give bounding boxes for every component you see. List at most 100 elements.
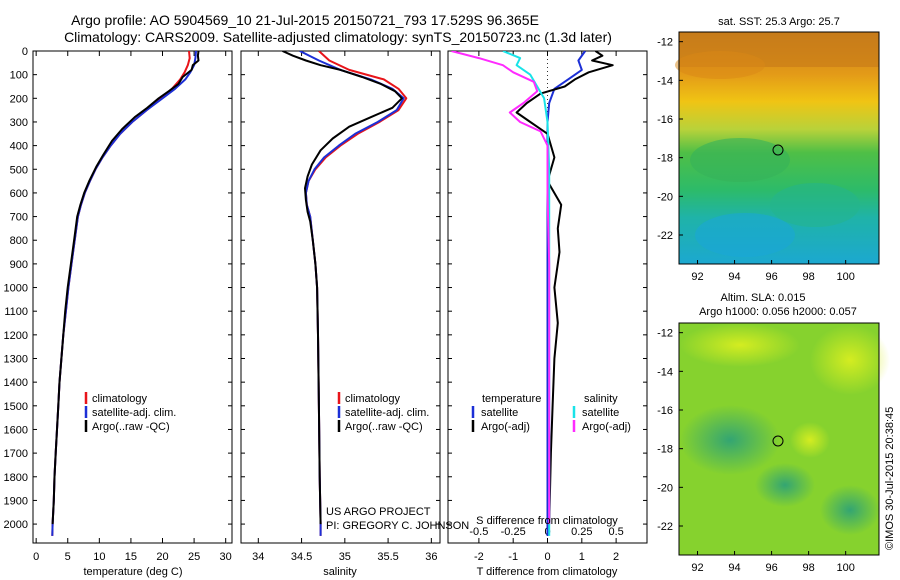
series-line-t-argo-adj- [515,51,614,525]
map-x-tick-label: 100 [836,271,854,283]
sla-map-frame [678,322,880,556]
difference-series [451,51,614,536]
sst-cool-patch [770,183,860,227]
s-difference-axis-label: S difference from climatology [476,515,618,527]
map-y-tick-label: -18 [657,153,673,165]
difference-legend: temperature satellite Argo(-adj) salinit… [471,393,631,433]
sla-high-patch [810,325,890,395]
argo-float-marker [772,435,784,447]
s-tick-label: -0.5 [469,526,488,538]
legend-satellite-adj: satellite-adj. clim. [92,407,176,419]
imos-timestamp: ©IMOS 30-Jul-2015 20:38:45 [884,407,896,550]
temperature-panel-frame [32,50,233,544]
x-tick-label: 2 [613,551,619,563]
depth-tick-label: 1200 [4,330,28,342]
series-line-t-satellite [546,51,587,536]
sla-low-patch [755,463,815,507]
map-x-tick-label: 92 [691,271,703,283]
sst-map-ticks: 92 94 96 98 100 -12 -14 -16 -18 -20 -22 [657,37,855,283]
map-y-tick-label: -18 [657,444,673,456]
depth-tick-label: 1600 [4,424,28,436]
depth-tick-label: 900 [10,259,28,271]
sla-low-patch [820,485,880,535]
legend-s-satellite: satellite [582,407,619,419]
x-tick-label: 35.5 [377,551,398,563]
depth-tick-label: 1400 [4,377,28,389]
map-y-tick-label: -14 [657,75,673,87]
credit-project: US ARGO PROJECT [326,506,431,518]
salinity-axis-label: salinity [323,566,357,578]
map-y-tick-label: -16 [657,114,673,126]
map-x-tick-label: 96 [765,562,777,574]
argo-float-marker [772,144,784,156]
x-tick-label: -1 [508,551,518,563]
x-tick-label: 35 [339,551,351,563]
x-tick-label: 25 [188,551,200,563]
map-x-tick-label: 98 [803,562,815,574]
depth-tick-label: 1500 [4,401,28,413]
series-line-satellite-adj-clim- [51,51,197,536]
map-y-tick-label: -20 [657,191,673,203]
depth-tick-label: 500 [10,164,28,176]
depth-tick-label: 700 [10,212,28,224]
map-x-tick-label: 94 [728,271,740,283]
legend-t-satellite: satellite [481,407,518,419]
sst-cold-patch [695,213,795,257]
sla-map-ticks: 92 94 96 98 100 -12 -14 -16 -18 -20 -22 [657,328,855,574]
map-x-tick-label: 98 [803,271,815,283]
map-y-tick-label: -12 [657,328,673,340]
x-tick-label: 5 [65,551,71,563]
sst-map [675,31,880,265]
t-difference-axis-label: T difference from climatology [477,566,618,578]
temperature-axis-label: temperature (deg C) [83,566,182,578]
depth-tick-label: 1800 [4,472,28,484]
legend-temperature-title: temperature [482,393,541,405]
legend-argo: Argo(..raw -QC) [92,421,170,433]
depth-tick-label: 300 [10,117,28,129]
s-tick-label: 0.5 [608,526,623,538]
map-x-tick-label: 100 [836,562,854,574]
salinity-panel-frame [240,50,441,544]
sst-map-title: sat. SST: 25.3 Argo: 25.7 [718,16,840,28]
temperature-legend: climatology satellite-adj. clim. Argo(..… [84,392,176,433]
s-tick-label: -0.25 [501,526,526,538]
depth-tick-label: 100 [10,70,28,82]
map-y-tick-label: -22 [657,230,673,242]
map-y-tick-label: -22 [657,521,673,533]
legend-climatology: climatology [345,393,401,405]
legend-t-argo: Argo(-adj) [481,421,530,433]
map-y-tick-label: -16 [657,405,673,417]
map-y-tick-label: -20 [657,482,673,494]
x-tick-label: 36 [425,551,437,563]
depth-tick-label: 200 [10,93,28,105]
x-tick-label: 1 [579,551,585,563]
x-tick-label: 30 [220,551,232,563]
figure-title-line-2: Climatology: CARS2009. Satellite-adjuste… [64,29,612,45]
depth-tick-label: 2000 [4,519,28,531]
figure-title-line-1: Argo profile: AO 5904569_10 21-Jul-2015 … [71,12,539,28]
salinity-x-ticks: 34 34.5 35 35.5 36 [241,50,440,563]
temperature-x-ticks: 0 5 10 15 20 25 30 [33,50,232,563]
depth-tick-label: 1300 [4,354,28,366]
depth-tick-label: 1100 [4,306,28,318]
temperature-series [51,51,200,536]
depth-axis-tick-labels: 0 100 200 300 400 500 600 700 800 900 1000 1100 1200… [4,46,28,531]
sst-cool-patch [690,138,790,182]
map-x-tick-label: 92 [691,562,703,574]
salinity-legend: climatology satellite-adj. clim. Argo(..… [337,392,429,433]
depth-tick-label: 800 [10,235,28,247]
legend-argo: Argo(..raw -QC) [345,421,423,433]
map-x-tick-label: 94 [728,562,740,574]
legend-s-argo: Argo(-adj) [582,421,631,433]
x-tick-label: 20 [156,551,168,563]
map-x-tick-label: 96 [765,271,777,283]
series-line-argo-raw-qc- [51,51,200,525]
sla-map [678,322,890,556]
credit-pi: PI: GREGORY C. JOHNSON [326,520,469,532]
depth-tick-label: 1900 [4,495,28,507]
salinity-series [282,51,408,536]
series-line-argo-raw-qc- [282,51,403,525]
legend-salinity-title: salinity [584,393,618,405]
x-tick-label: 15 [125,551,137,563]
